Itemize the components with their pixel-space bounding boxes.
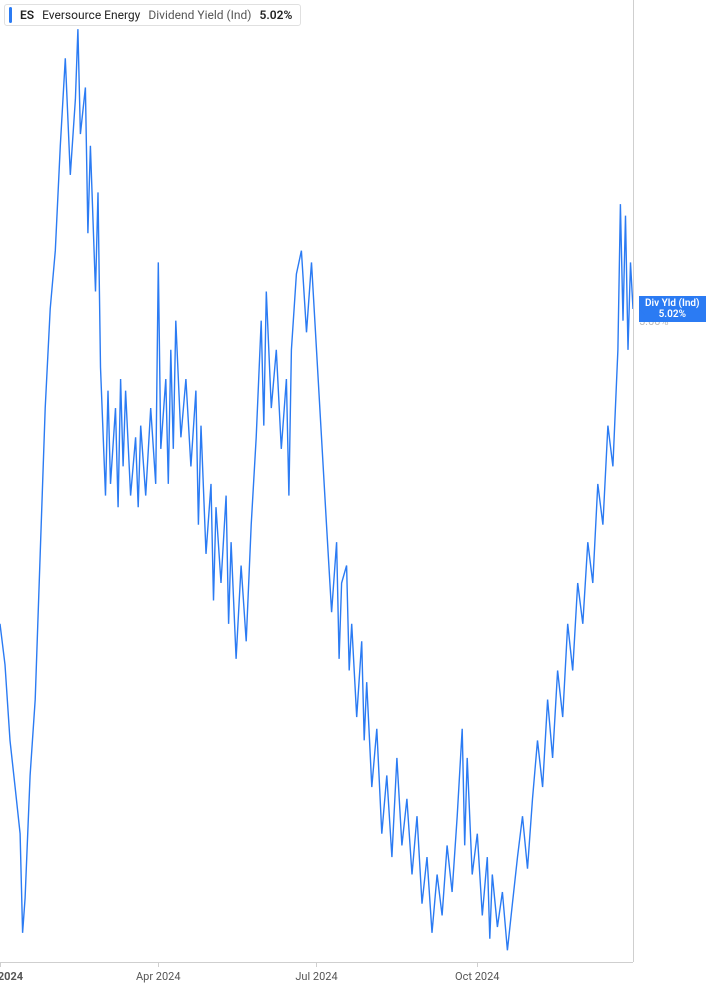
legend-value: 5.02% [259, 8, 292, 22]
x-tick-label: Apr 2024 [136, 970, 181, 983]
last-value-badge: Div Yld (Ind) 5.02% [639, 296, 706, 322]
legend-metric: Dividend Yield (Ind) [148, 8, 251, 22]
x-tick-label: Oct 2024 [455, 970, 499, 983]
price-chart[interactable] [0, 0, 717, 1005]
badge-line2: 5.02% [645, 309, 700, 320]
x-tick [316, 962, 317, 967]
x-tick [158, 962, 159, 967]
x-tick [477, 962, 478, 967]
badge-line1: Div Yld (Ind) [645, 298, 700, 309]
x-tick-label: Jul 2024 [295, 970, 337, 983]
legend-symbol: ES [20, 8, 34, 22]
y-axis-line [633, 0, 634, 962]
x-tick-label: Jan 2024 [0, 970, 23, 983]
x-tick [0, 962, 1, 967]
chart-legend[interactable]: ES Eversource Energy Dividend Yield (Ind… [4, 4, 301, 26]
legend-name: Eversource Energy [42, 8, 140, 22]
series-line [0, 29, 633, 950]
legend-color-bar [9, 7, 12, 23]
